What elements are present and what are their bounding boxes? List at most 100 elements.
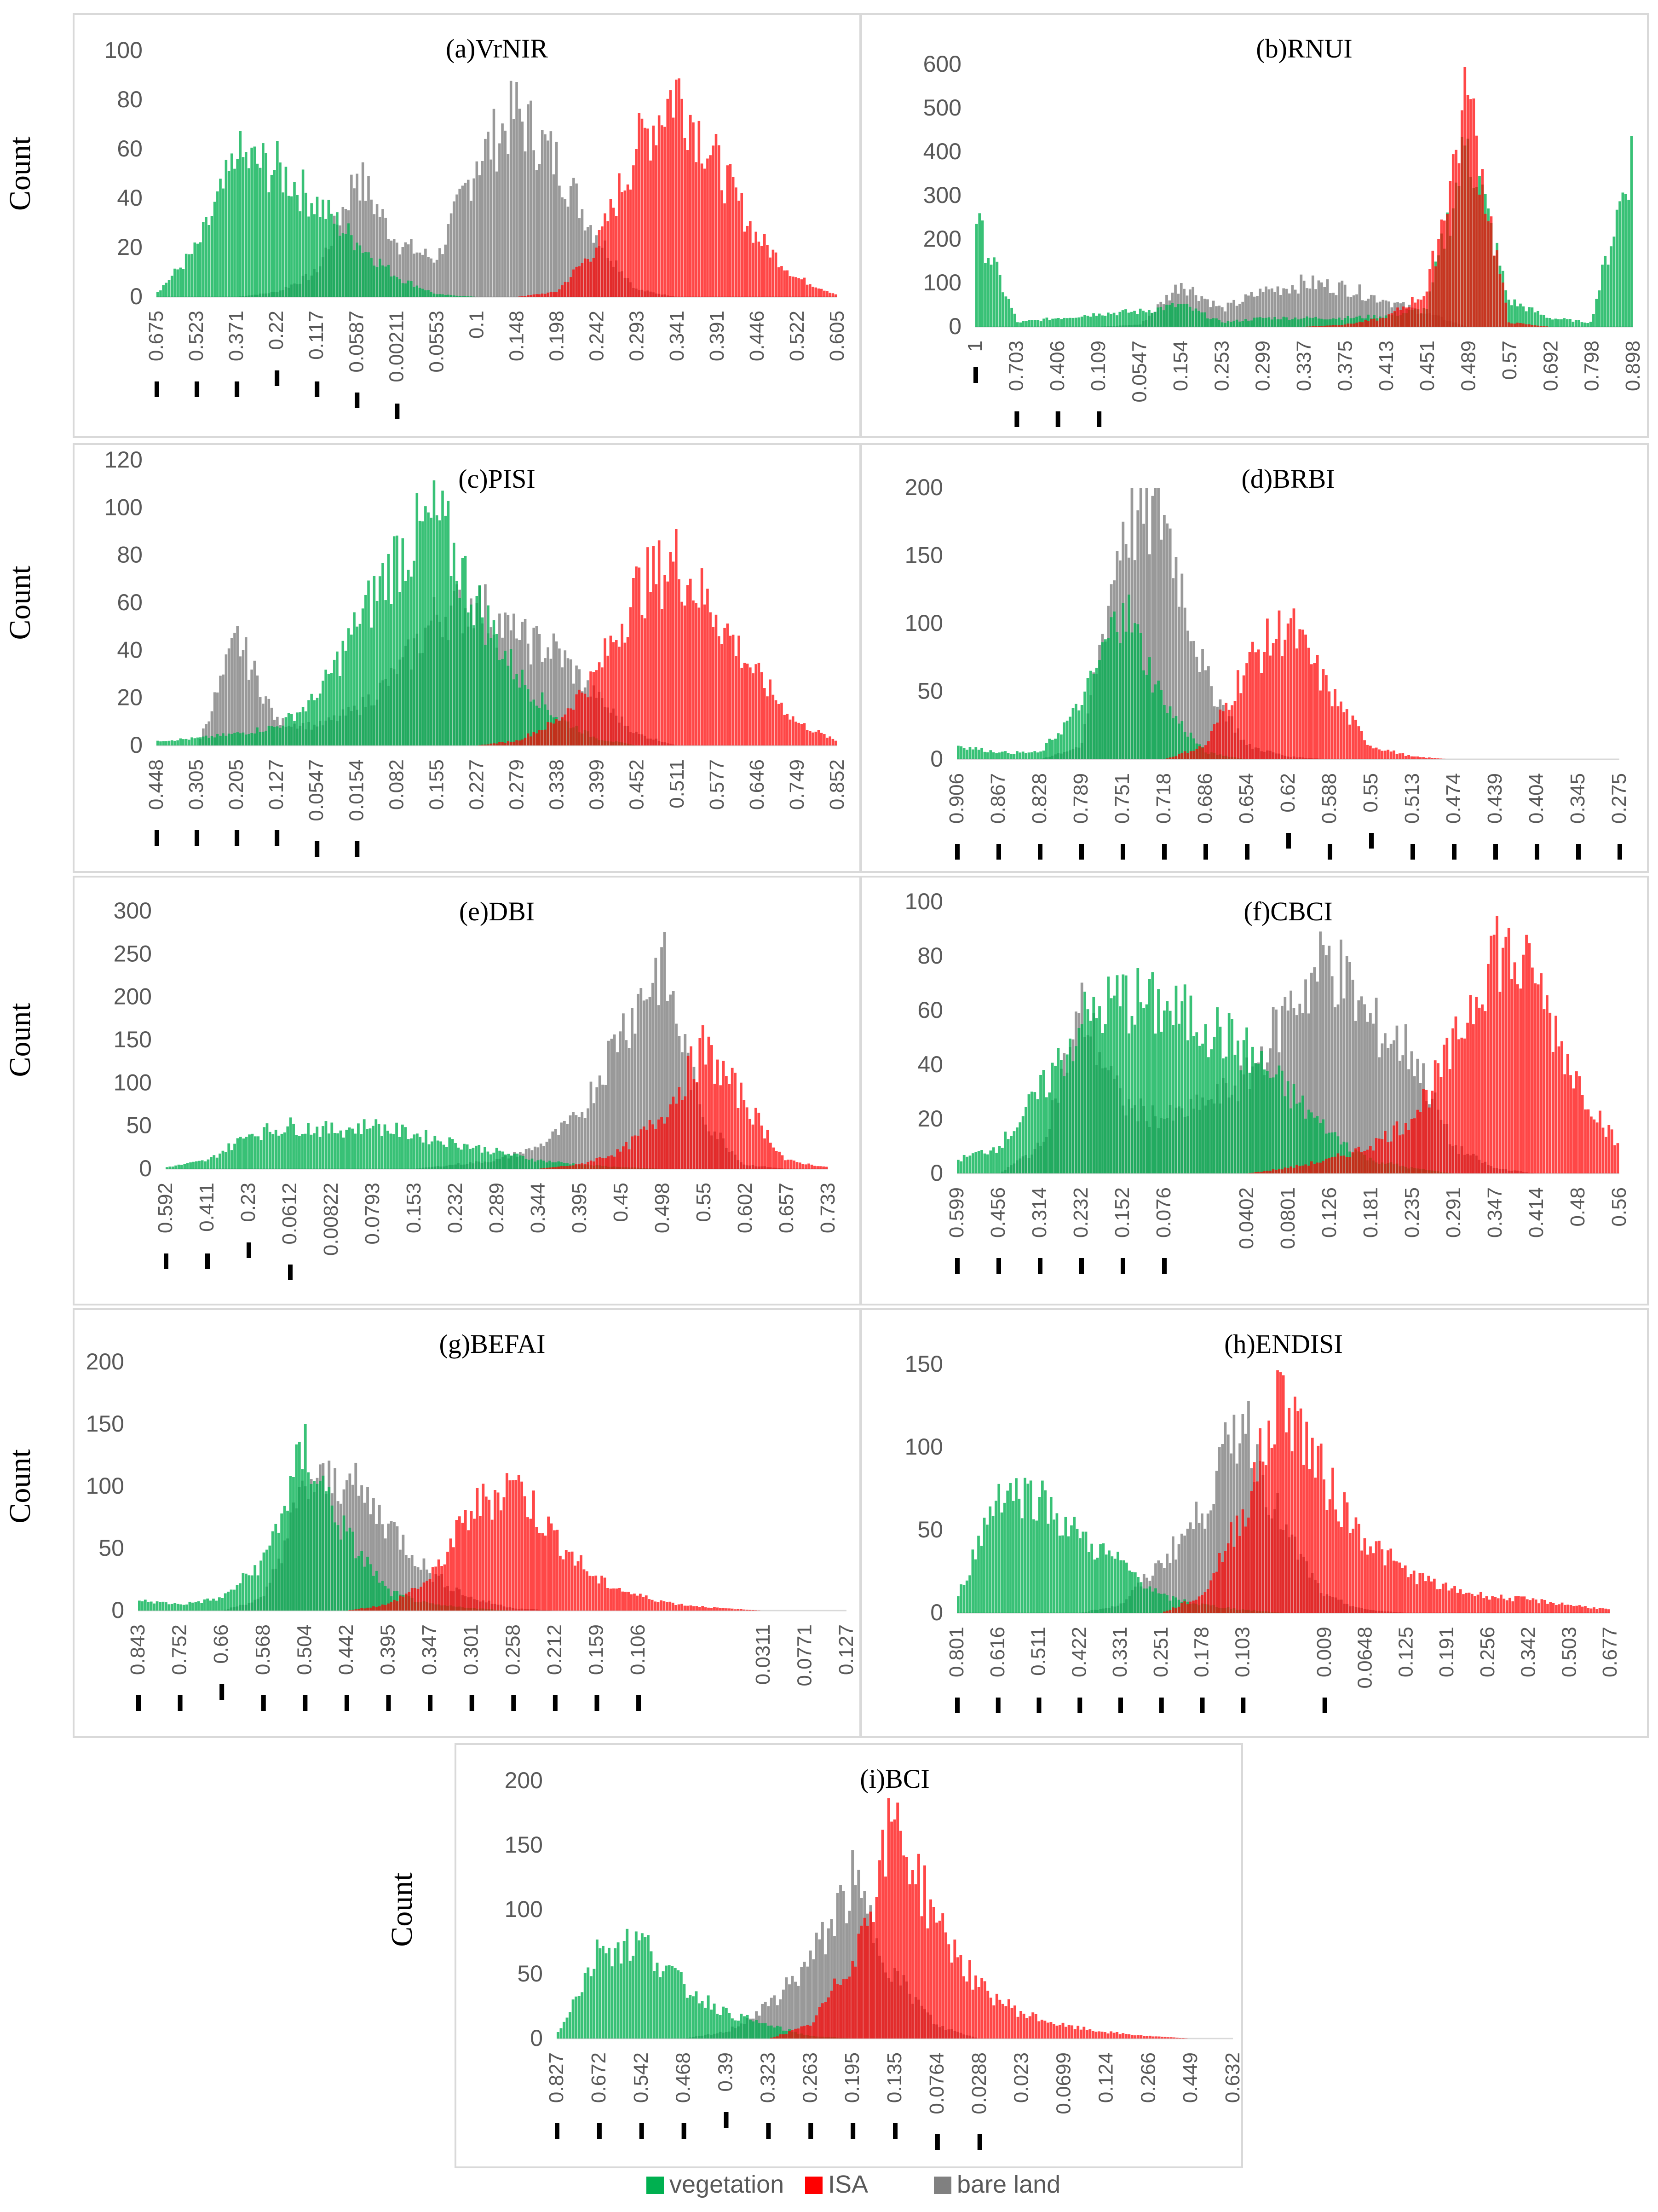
- histogram-bar: [690, 1046, 692, 1169]
- histogram-bar: [1101, 1033, 1104, 1173]
- histogram-bar: [613, 1034, 616, 1169]
- histogram-bar: [416, 1588, 420, 1611]
- x-tick-minus-sign: [261, 1695, 266, 1711]
- histogram-bar: [1025, 753, 1027, 759]
- histogram-bar: [663, 1123, 666, 1169]
- y-tick-label: 400: [923, 139, 961, 164]
- histogram-bar: [1266, 1071, 1269, 1173]
- histogram-bar: [1295, 1165, 1298, 1173]
- histogram-bar: [387, 1603, 390, 1611]
- histogram-bar: [622, 1941, 626, 2039]
- histogram-bar: [773, 1995, 776, 2039]
- histogram-bar: [1172, 1596, 1174, 1613]
- histogram-bar: [661, 125, 663, 297]
- histogram-bar: [1251, 641, 1254, 759]
- histogram-bar: [800, 724, 803, 745]
- histogram-bar: [769, 1143, 772, 1169]
- histogram-bar: [1557, 319, 1560, 327]
- histogram-bar: [1369, 1013, 1372, 1173]
- histogram-bar: [704, 1064, 707, 1169]
- histogram-bar: [639, 988, 643, 1169]
- histogram-bar: [1166, 1595, 1169, 1613]
- histogram-bar: [410, 576, 413, 745]
- histogram-bar: [372, 1576, 375, 1611]
- histogram-bar: [299, 712, 302, 745]
- histogram-bar: [731, 1068, 734, 1169]
- histogram-bar: [735, 187, 737, 297]
- x-tick-label: 0.127: [835, 1624, 858, 1675]
- histogram-bar: [1451, 154, 1455, 327]
- histogram-bar: [780, 266, 783, 297]
- histogram-bar: [404, 1127, 407, 1169]
- histogram-bar: [1466, 1022, 1469, 1173]
- histogram-bar: [1323, 287, 1326, 327]
- histogram-bar: [189, 1162, 192, 1169]
- histogram-bar: [1529, 1600, 1531, 1613]
- histogram-bar: [1574, 320, 1577, 327]
- histogram-bar: [1102, 1543, 1105, 1613]
- histogram-bar: [292, 1124, 295, 1169]
- histogram-bar: [273, 170, 276, 297]
- x-tick-label: 0.0612: [278, 1183, 301, 1245]
- histogram-bar: [998, 1146, 1001, 1173]
- histogram-bar: [324, 219, 327, 297]
- histogram-bar: [1516, 323, 1519, 327]
- histogram-bar: [1140, 2035, 1143, 2039]
- histogram-bar: [466, 1144, 469, 1169]
- y-tick-label: 80: [917, 943, 943, 969]
- histogram-bar: [1389, 751, 1393, 759]
- histogram-bar: [572, 710, 575, 745]
- histogram-bar: [771, 694, 775, 745]
- histogram-bar: [1019, 1122, 1022, 1173]
- histogram-bar: [1382, 300, 1385, 327]
- y-tick-label: 150: [114, 1027, 152, 1052]
- x-tick-minus-sign: [996, 1698, 1001, 1713]
- x-tick-minus-sign: [851, 2123, 856, 2139]
- histogram-bar: [1183, 751, 1186, 759]
- histogram-bar: [1269, 655, 1272, 759]
- histogram-bar: [1151, 692, 1154, 759]
- histogram-bar: [398, 279, 401, 297]
- histogram-bar: [1124, 631, 1128, 759]
- histogram-bar: [1384, 300, 1387, 327]
- histogram-bar: [1311, 318, 1314, 327]
- histogram-bar: [1363, 1151, 1366, 1173]
- histogram-bar: [532, 699, 535, 745]
- histogram-bar: [875, 1897, 878, 2039]
- histogram-bar: [435, 260, 438, 297]
- histogram-bar: [745, 1609, 748, 1611]
- histogram-bar: [1172, 1536, 1174, 1613]
- x-tick-label: 0.852: [826, 759, 848, 810]
- histogram-bar: [606, 221, 609, 297]
- histogram-bar: [316, 698, 319, 745]
- histogram-bar: [1180, 1603, 1183, 1613]
- histogram-bar: [635, 566, 638, 745]
- histogram-bar: [1116, 975, 1119, 1173]
- histogram-bar: [1061, 1535, 1064, 1613]
- x-tick-minus-sign: [1038, 844, 1042, 860]
- histogram-bar: [1160, 690, 1163, 759]
- histogram-bar: [1251, 1046, 1254, 1173]
- histogram-bar: [1346, 1502, 1349, 1613]
- histogram-bar: [367, 176, 370, 297]
- x-tick-minus-sign: [1328, 844, 1332, 860]
- histogram-bar: [728, 2013, 731, 2039]
- histogram-bar: [660, 947, 663, 1169]
- histogram-bar: [354, 1558, 357, 1611]
- histogram-bar: [920, 1916, 923, 2039]
- histogram-bar: [669, 1104, 672, 1169]
- histogram-bar: [561, 717, 564, 745]
- x-tick-minus-sign: [955, 1698, 960, 1713]
- histogram-bar: [174, 1165, 177, 1169]
- histogram-bar: [1461, 110, 1463, 327]
- histogram-bar: [1194, 308, 1197, 327]
- histogram-bar: [784, 1160, 787, 1169]
- histogram-bar: [1497, 1598, 1500, 1613]
- histogram-bar: [1450, 1588, 1453, 1613]
- histogram-bar: [370, 627, 373, 745]
- histogram-bar: [1083, 315, 1086, 327]
- histogram-bar: [1621, 192, 1624, 327]
- histogram-bar: [1485, 1596, 1488, 1613]
- histogram-bar: [395, 1122, 398, 1169]
- histogram-bar: [604, 1158, 607, 1169]
